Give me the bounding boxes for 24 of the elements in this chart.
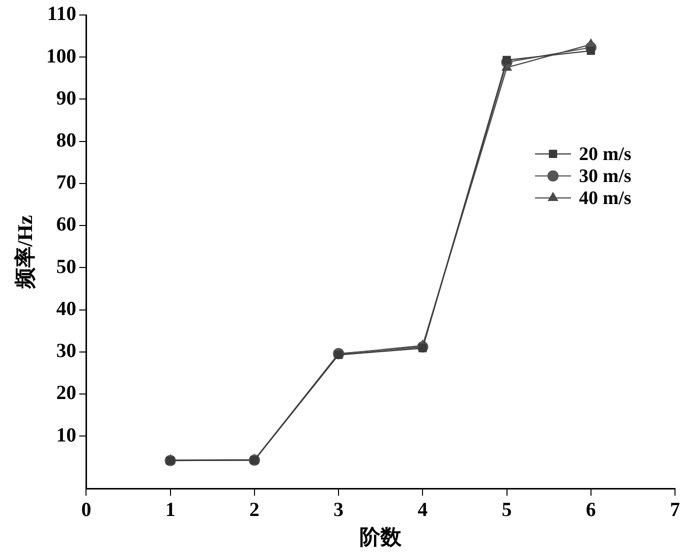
y-tick-label: 100 [46,45,76,68]
legend-label: 40 m/s [579,188,632,209]
x-tick-label: 4 [418,498,428,521]
y-tick-label: 50 [56,256,76,278]
legend-label: 20 m/s [579,144,632,165]
y-tick-label: 10 [56,424,76,446]
y-tick-label: 40 [56,298,76,320]
x-axis-title: 阶数 [360,524,403,549]
y-tick-label: 90 [56,87,76,110]
x-tick-label: 0 [81,498,92,521]
x-tick-label: 2 [249,498,260,521]
x-tick-label: 6 [586,498,596,521]
y-tick-label: 60 [56,214,76,236]
legend-label: 30 m/s [579,166,632,187]
y-tick-label: 30 [56,340,76,362]
x-tick-label: 1 [165,498,176,521]
y-axis-title: 频率/Hz [13,215,38,290]
x-tick-label: 3 [334,498,344,521]
y-tick-label: 80 [56,130,76,152]
x-tick-label: 7 [670,498,680,521]
y-tick-label: 70 [56,172,76,194]
y-tick-label: 110 [47,3,76,26]
x-tick-label: 5 [502,498,512,521]
y-tick-label: 20 [56,382,76,404]
